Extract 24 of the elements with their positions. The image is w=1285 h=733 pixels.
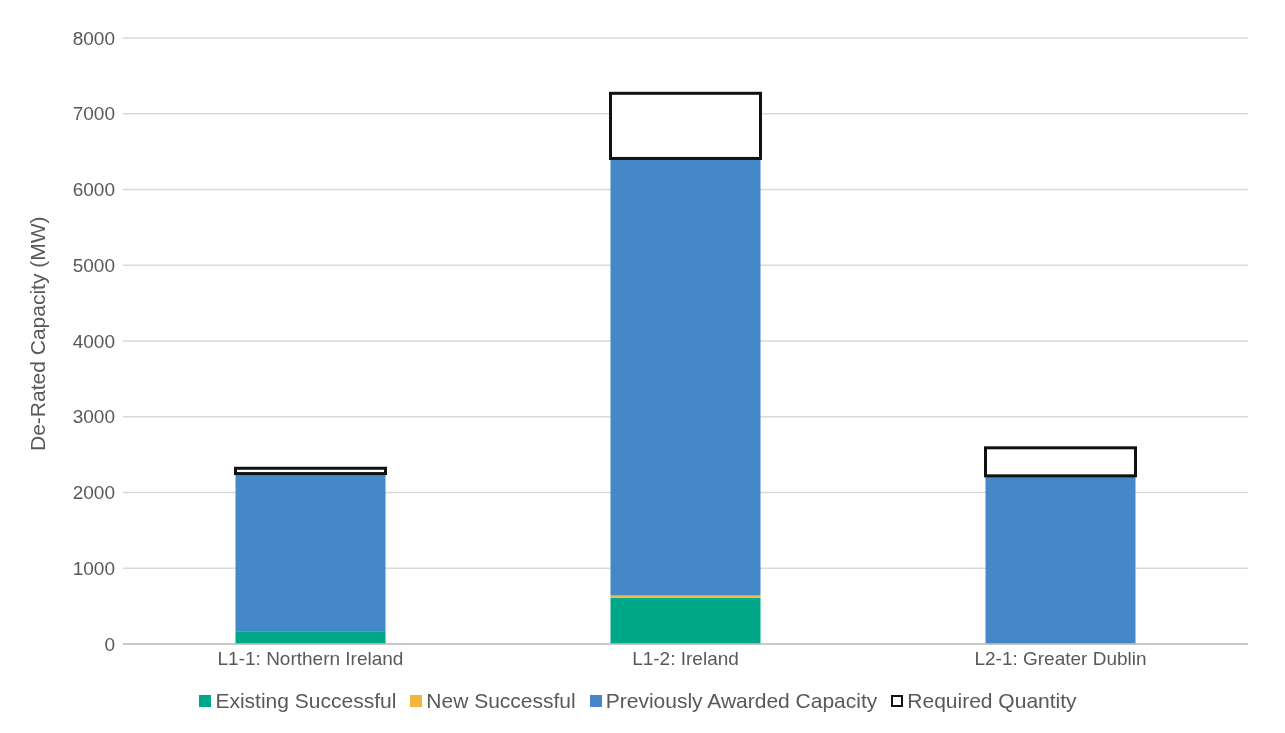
y-tick-label: 6000 <box>72 179 115 201</box>
y-tick-label: 0 <box>104 633 115 655</box>
y-tick-label: 7000 <box>72 103 115 125</box>
bar <box>985 475 1136 644</box>
legend-label: New Successful <box>426 689 576 713</box>
y-tick-label: 8000 <box>72 27 115 49</box>
bar <box>984 446 1137 478</box>
y-tick-label: 1000 <box>72 557 115 579</box>
bar <box>235 473 386 632</box>
x-tick-label: L1-1: Northern Ireland <box>217 648 404 670</box>
y-tick-label: 5000 <box>72 254 115 276</box>
y-tick-label: 2000 <box>72 482 115 504</box>
y-tick-label: 3000 <box>72 406 115 428</box>
bar <box>234 466 387 476</box>
bar <box>610 158 761 596</box>
x-tick-label: L1-2: Ireland <box>632 648 739 670</box>
legend-label: Existing Successful <box>215 689 397 713</box>
bar <box>610 597 761 644</box>
legend-label: Previously Awarded Capacity <box>605 689 878 713</box>
x-tick-label: L2-1: Greater Dublin <box>974 648 1147 670</box>
legend-label: Required Quantity <box>907 689 1077 713</box>
y-axis-title: De-Rated Capacity (MW) <box>26 216 50 451</box>
y-tick-label: 4000 <box>72 330 115 352</box>
bar <box>235 631 386 644</box>
